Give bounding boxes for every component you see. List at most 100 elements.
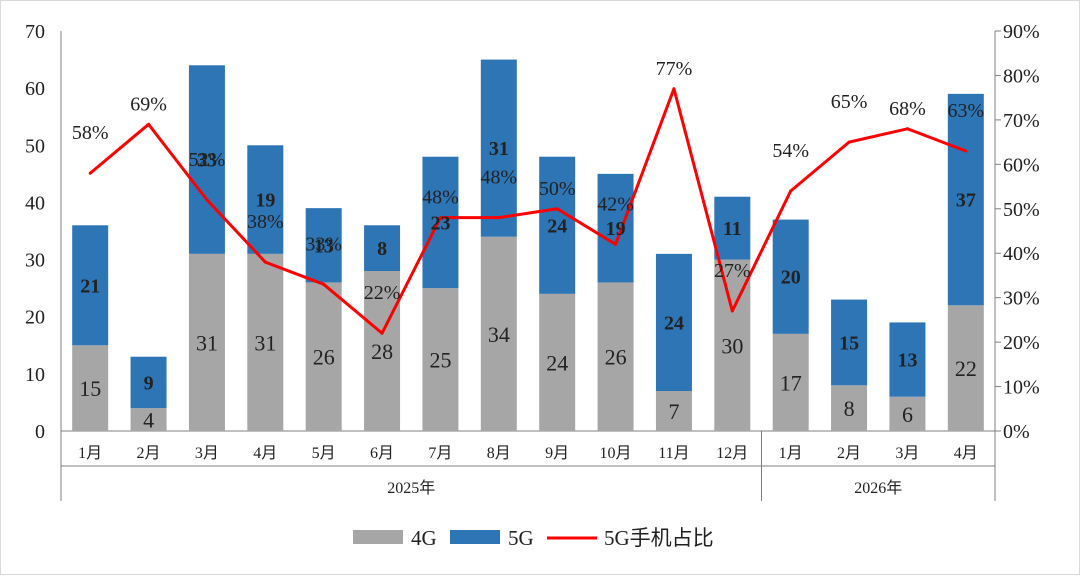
share-line-point (847, 140, 851, 144)
right-axis-tick-label: 50% (1003, 199, 1040, 221)
bar-5g-value-label: 33 (197, 150, 217, 172)
share-line-value-label: 68% (889, 98, 926, 120)
bar-4g-value-label: 4 (143, 408, 154, 433)
bar-5g (130, 356, 167, 409)
share-line-value-label: 33% (305, 233, 342, 255)
bars (72, 59, 984, 431)
bar-4g (655, 391, 692, 431)
right-axis-tick-label: 0% (1003, 421, 1030, 443)
bar-5g (831, 299, 868, 386)
bar-5g-value-label: 21 (80, 275, 100, 297)
bar-4g (130, 408, 167, 431)
share-line-point (88, 171, 92, 175)
bar-5g (539, 156, 576, 294)
left-axis-tick-label: 40 (25, 192, 45, 214)
bar-4g-value-label: 30 (721, 333, 743, 358)
bar-5g-value-label: 13 (897, 350, 917, 372)
share-line-value-label: 69% (130, 93, 167, 115)
share-line-value-label: 77% (656, 58, 693, 80)
bar-5g (364, 225, 401, 271)
bar-5g (947, 93, 984, 306)
bar-4g (247, 253, 284, 431)
bar-5g-value-label: 24 (664, 312, 684, 334)
bar-4g-value-label: 25 (429, 348, 451, 373)
bar-4g (188, 253, 225, 431)
bar-4g-value-label: 15 (79, 376, 101, 401)
share-line-point (672, 87, 676, 91)
bar-4g-value-label: 24 (546, 350, 568, 375)
bar-4g-value-label: 6 (902, 402, 913, 427)
bar-5g (422, 156, 459, 289)
category-label: 6月 (370, 445, 394, 462)
share-line-value-label: 38% (247, 211, 284, 233)
legend-swatch-4g (353, 530, 403, 544)
category-label: 4月 (954, 445, 978, 462)
bar-5g-value-label: 23 (430, 212, 450, 234)
category-label: 2月 (837, 445, 861, 462)
share-line-value-label: 42% (597, 193, 634, 215)
category-label: 11月 (658, 445, 689, 462)
bar-4g-value-label: 34 (488, 322, 510, 347)
bar-5g-value-label: 31 (489, 138, 509, 160)
bar-4g (305, 282, 342, 431)
bar-5g-value-label: 15 (839, 332, 859, 354)
left-axis-tick-label: 0 (35, 421, 45, 443)
bar-4g-value-label: 7 (668, 399, 679, 424)
category-label: 5月 (312, 445, 336, 462)
right-axis-tick-label: 60% (1003, 154, 1040, 176)
category-label: 7月 (428, 445, 452, 462)
share-line-point (147, 122, 151, 126)
share-line-value-label: 52% (189, 149, 226, 171)
bar-4g (831, 385, 868, 431)
bar-4g (480, 236, 517, 431)
left-axis-tick-label: 70 (25, 21, 45, 43)
share-line-point (380, 331, 384, 335)
share-line-point (438, 216, 442, 220)
bar-4g (947, 305, 984, 431)
group-label: 2026年 (854, 479, 902, 497)
bar-4g-value-label: 22 (955, 356, 977, 381)
category-label: 1月 (779, 445, 803, 462)
bar-5g (889, 322, 926, 397)
bar-4g (422, 288, 459, 431)
right-axis-tick-label: 90% (1003, 21, 1040, 43)
share-line-value-label: 48% (422, 187, 459, 209)
bar-5g (188, 65, 225, 254)
bar-5g-value-label: 37 (956, 190, 976, 212)
share-line-value-label: 27% (714, 260, 751, 282)
bar-5g-value-label: 24 (547, 215, 567, 237)
share-line-point (263, 260, 267, 264)
bar-5g (597, 173, 634, 283)
share-line-point (730, 309, 734, 313)
share-line-value-label: 58% (72, 122, 109, 144)
bar-5g-value-label: 9 (144, 372, 154, 394)
share-line-point (555, 207, 559, 211)
data-labels: 15 21 4 9 31 33 31 19 26 13 28 8 25 23 34 31 24 24 26 19 7 24… (72, 58, 984, 433)
bar-5g (655, 253, 692, 391)
bar-4g-value-label: 17 (780, 370, 802, 395)
share-line-point (905, 127, 909, 131)
bar-4g-value-label: 8 (844, 396, 855, 421)
share-line-value-label: 63% (947, 100, 984, 122)
share-line-point (614, 242, 618, 246)
bar-4g-value-label: 28 (371, 339, 393, 364)
right-axis-tick-label: 40% (1003, 243, 1040, 265)
bar-5g-value-label: 19 (606, 218, 626, 240)
bar-4g (72, 345, 109, 431)
left-axis-tick-label: 30 (25, 250, 45, 272)
category-label: 10月 (600, 445, 632, 462)
bar-5g (714, 196, 751, 260)
bar-5g-value-label: 8 (377, 238, 387, 260)
share-line-point (322, 282, 326, 286)
category-label: 9月 (545, 445, 569, 462)
left-axis-tick-label: 20 (25, 307, 45, 329)
share-line-point (789, 189, 793, 193)
category-label: 2月 (137, 445, 161, 462)
share-line-value-label: 50% (539, 178, 576, 200)
category-label: 4月 (253, 445, 277, 462)
right-axis-tick-label: 30% (1003, 288, 1040, 310)
bar-4g (772, 333, 809, 431)
legend-swatch-5g (450, 530, 500, 544)
